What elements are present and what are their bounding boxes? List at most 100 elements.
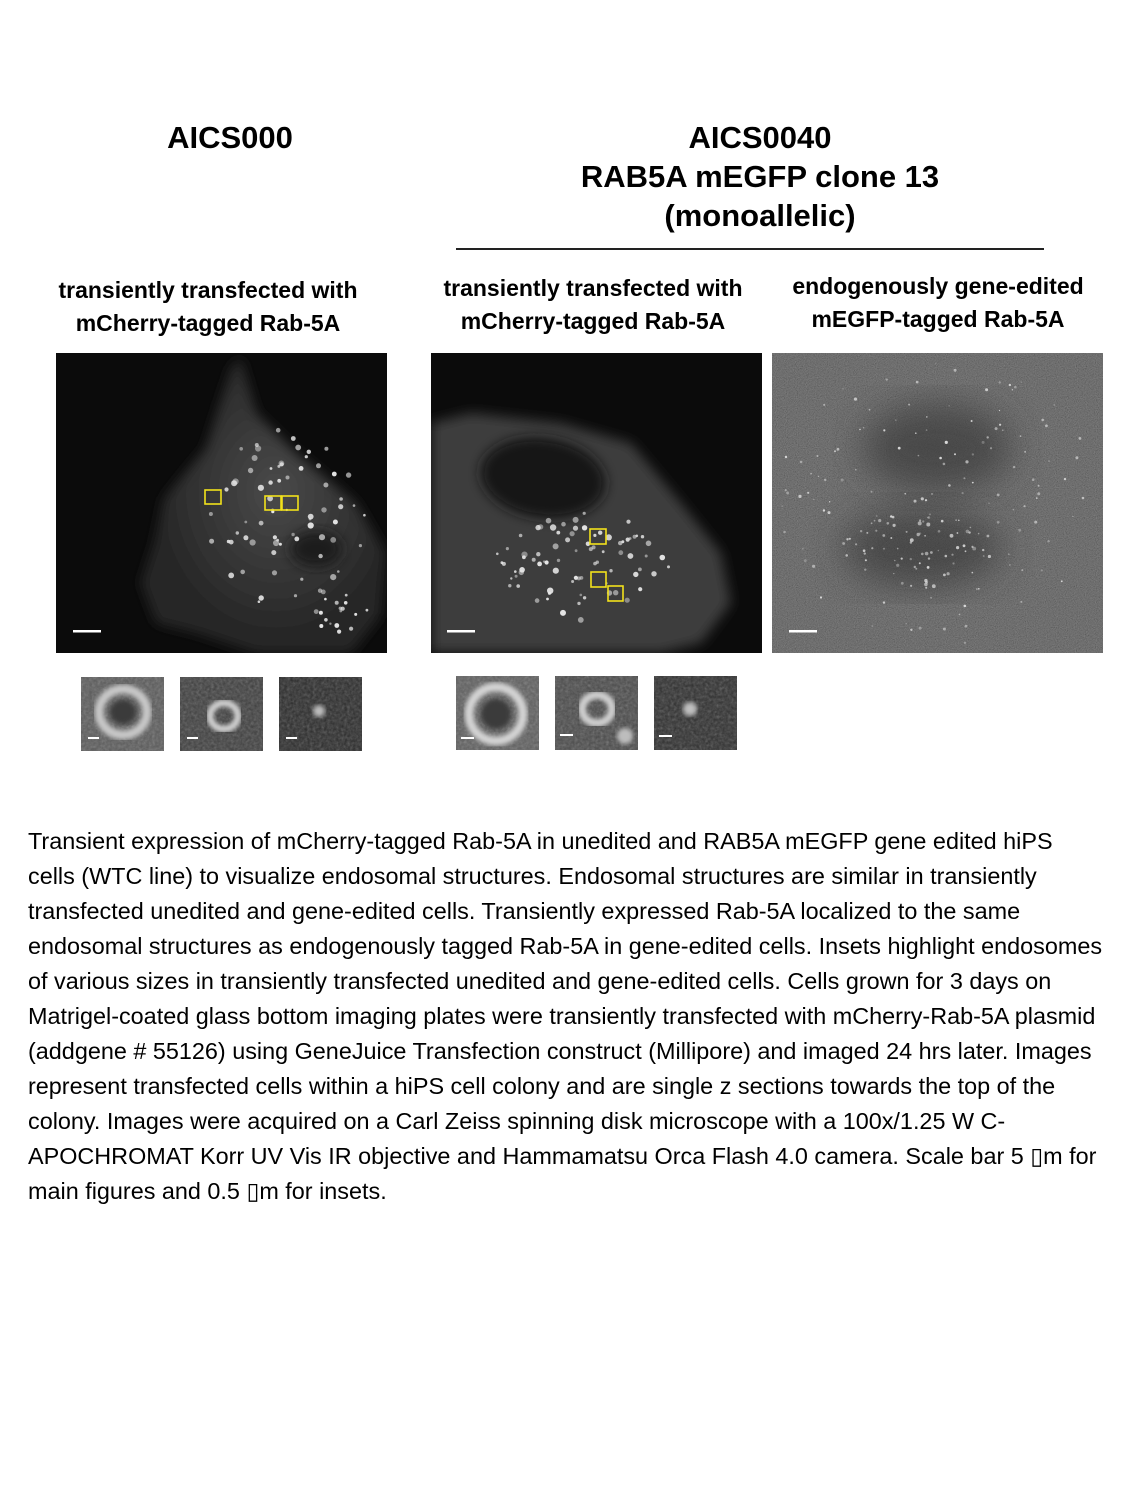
endosome-spot xyxy=(845,554,848,557)
endosome-spot xyxy=(560,610,566,616)
endosome-spot xyxy=(324,618,328,622)
endosome-spot xyxy=(869,409,871,411)
endosome-spot xyxy=(919,519,921,521)
endosome-spot xyxy=(982,549,984,551)
endosome-spot xyxy=(883,429,885,431)
endosome-spot xyxy=(783,531,786,534)
endosome-spot xyxy=(286,476,290,480)
endosome-spot xyxy=(271,550,276,555)
endosome-spot xyxy=(248,468,253,473)
column-label-right-line2: mEGFP-tagged Rab-5A xyxy=(768,303,1108,336)
endosome-spot xyxy=(952,562,954,564)
endosome-spot xyxy=(988,555,991,558)
endosome-spot xyxy=(916,381,919,384)
scale-bar xyxy=(461,737,474,739)
inset-endosome-medium xyxy=(555,676,638,750)
endosome-spot xyxy=(957,532,959,534)
endosome-spot xyxy=(892,516,895,519)
endosome-spot xyxy=(1014,386,1017,389)
endosome-spot xyxy=(781,505,782,506)
endosome-spot xyxy=(887,522,890,525)
endosome-spot xyxy=(337,570,340,573)
endosome-spot xyxy=(999,410,1000,411)
column-label-right-line1: endogenously gene-edited xyxy=(768,270,1108,303)
endosome-spot xyxy=(577,576,581,580)
endosome-spot xyxy=(976,588,978,590)
endosome-spot xyxy=(593,534,596,537)
endosome-spot xyxy=(968,531,970,533)
endosome-spot xyxy=(842,388,843,389)
endosome-spot xyxy=(613,590,618,595)
endosome-spot xyxy=(224,487,228,491)
endosome-spot xyxy=(309,518,312,521)
endosome-spot xyxy=(874,520,876,522)
endosome-spot xyxy=(638,568,642,572)
endosome-spot xyxy=(818,476,819,477)
endosome-spot xyxy=(901,582,904,585)
endosome-spot xyxy=(550,524,556,530)
endosome-spot xyxy=(785,489,787,491)
endosome-spot xyxy=(930,551,933,554)
figure-caption: Transient expression of mCherry-tagged R… xyxy=(28,824,1103,1209)
endosome-spot xyxy=(842,542,845,545)
endosome-spot xyxy=(268,480,272,484)
endosome-spot xyxy=(988,503,990,505)
endosome-spot xyxy=(866,532,868,534)
endosome-spot xyxy=(537,562,542,567)
endosome-spot xyxy=(919,562,921,564)
endosome-spot xyxy=(300,578,303,581)
endosome-spot xyxy=(875,530,877,532)
endosome-spot xyxy=(798,495,801,498)
endosome-spot xyxy=(982,441,985,444)
endosome-spot xyxy=(964,642,966,644)
endosome-spot xyxy=(575,549,578,552)
endosome-spot xyxy=(294,594,297,597)
inset-endosome-small xyxy=(654,676,737,750)
endosome-spot xyxy=(291,533,294,536)
endosome-spot xyxy=(651,571,656,576)
endosome-spot xyxy=(609,569,612,572)
endosome-spot xyxy=(280,462,284,466)
scale-bar xyxy=(286,737,297,739)
endosome-spot xyxy=(864,569,866,571)
endosome-spot xyxy=(345,594,348,597)
endosome-spot xyxy=(886,378,888,380)
endosome-spot xyxy=(334,623,339,628)
endosome-spot xyxy=(939,457,942,460)
endosome-spot xyxy=(339,497,343,501)
endosome-spot xyxy=(353,504,356,507)
endosome-spot xyxy=(971,420,973,422)
endosome-spot xyxy=(323,483,328,488)
endosome-spot xyxy=(229,540,234,545)
endosome-spot xyxy=(1013,466,1015,468)
endosome-spot xyxy=(1082,497,1085,500)
endosome-spot xyxy=(1018,529,1021,532)
endosome-spot xyxy=(583,512,586,515)
endosome-spot xyxy=(950,534,954,538)
endosome-spot xyxy=(1054,404,1055,405)
endosome-spot xyxy=(239,447,243,451)
endosome-spot xyxy=(329,623,331,625)
endosome-spot xyxy=(1047,540,1049,542)
endosome-spot xyxy=(893,524,896,527)
endosome-spot xyxy=(910,541,912,543)
endosome-spot xyxy=(800,461,803,464)
endosome-spot xyxy=(338,504,343,509)
endosome-spot xyxy=(978,588,980,590)
endosome-spot xyxy=(965,550,967,552)
endosome-spot xyxy=(573,526,578,531)
endosome-spot xyxy=(863,549,866,552)
endosome-spot xyxy=(954,453,956,455)
endosome-spot xyxy=(535,525,540,530)
endosome-spot xyxy=(865,559,867,561)
endosome-spot xyxy=(258,600,261,603)
endosome-spot xyxy=(956,546,959,549)
endosome-spot xyxy=(629,537,632,540)
endosome-spot xyxy=(273,535,277,539)
endosome-spot xyxy=(514,570,517,573)
endosome-spot xyxy=(330,574,336,580)
column-label-left-line1: transiently transfected with xyxy=(20,274,396,307)
endosome-spot xyxy=(645,555,648,558)
endosome-spot xyxy=(947,572,950,575)
endosome-spot xyxy=(897,548,899,550)
